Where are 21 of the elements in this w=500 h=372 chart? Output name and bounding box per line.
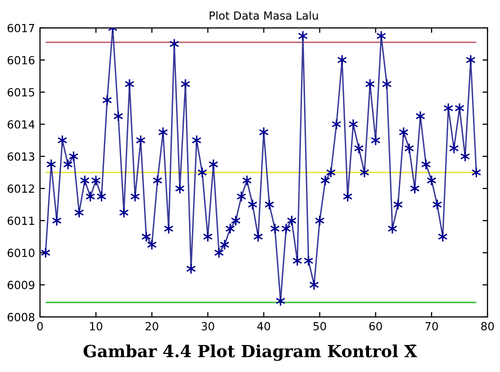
y-tick-label: 6014 [8,120,35,129]
y-tick-label: 6012 [8,184,34,193]
x-tick-label: 60 [369,322,382,330]
y-tick-label: 6016 [8,56,34,64]
x-tick-label: 50 [313,322,326,330]
x-tick-label: 0 [37,322,43,330]
x-tick-label: 20 [146,322,158,330]
x-tick-label: 80 [481,322,494,330]
text: Gambar 4.4 Plot Diagram Kontrol X̄ [84,344,418,361]
x-tick-label: 30 [202,322,214,330]
chart-title: Plot Data Masa Lalu [210,11,318,20]
x-tick-label: 40 [257,322,270,330]
y-tick-label: 6017 [8,24,34,32]
y-tick-label: 6011 [8,216,34,225]
x-tick-label: 70 [425,322,438,330]
y-tick-label: 6008 [8,312,34,322]
y-tick-label: 6015 [8,88,34,97]
y-tick-label: 6009 [8,280,34,290]
y-tick-label: 6010 [8,248,34,258]
y-tick-label: 6013 [8,152,34,161]
x-tick-label: 10 [90,322,102,330]
